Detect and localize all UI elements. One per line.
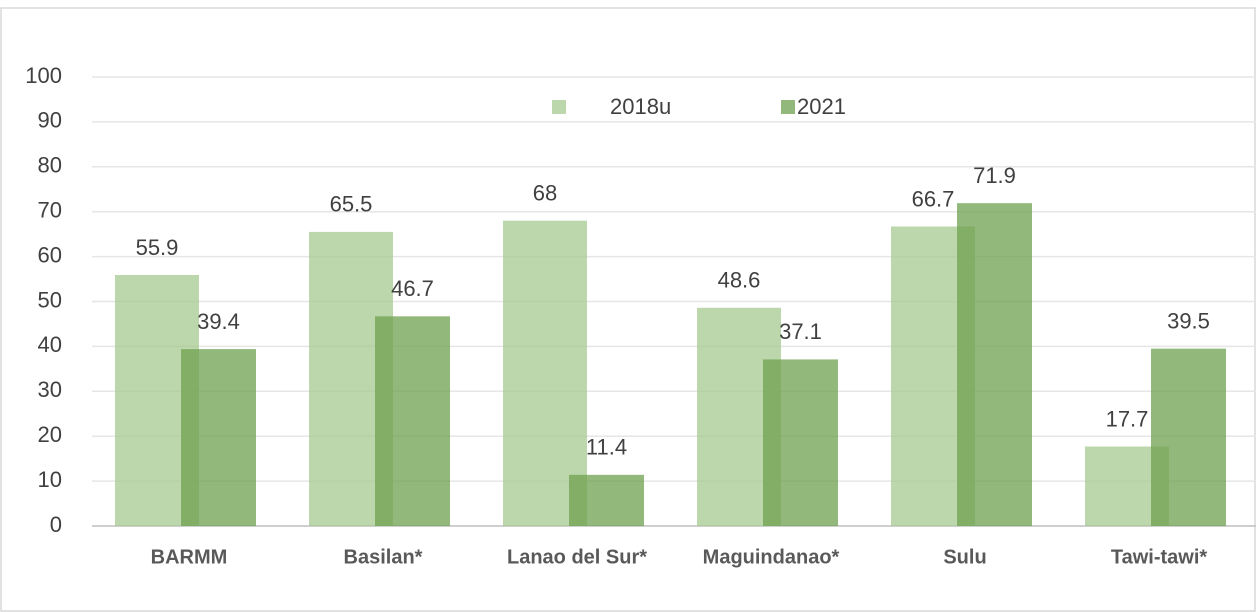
x-tick-label: Lanao del Sur*: [507, 546, 647, 568]
bar: [181, 349, 256, 526]
data-label: 37.1: [779, 319, 822, 344]
y-tick-label: 70: [38, 198, 62, 223]
data-label: 48.6: [718, 268, 761, 293]
legend-label: 2018u: [610, 94, 671, 119]
y-tick-label: 20: [38, 422, 62, 447]
y-tick-label: 60: [38, 242, 62, 267]
data-label: 65.5: [330, 192, 373, 217]
x-tick-label: BARMM: [151, 546, 228, 568]
legend-swatch: [781, 100, 795, 114]
legend-label: 2021: [797, 94, 846, 119]
bar: [1151, 348, 1226, 526]
x-tick-label: Tawi-tawi*: [1111, 546, 1208, 568]
bar: [957, 203, 1032, 526]
data-label: 39.4: [197, 309, 240, 334]
y-tick-label: 40: [38, 332, 62, 357]
bar: [763, 359, 838, 526]
bar: [375, 316, 450, 526]
legend-swatch: [552, 100, 566, 114]
data-label: 68: [533, 180, 557, 205]
y-tick-label: 10: [38, 467, 62, 492]
data-label: 17.7: [1106, 406, 1149, 431]
y-tick-label: 0: [50, 512, 62, 537]
x-tick-label: Maguindanao*: [703, 546, 840, 568]
x-tick-label: Basilan*: [344, 546, 423, 568]
data-label: 39.5: [1167, 308, 1210, 333]
x-tick-label: Sulu: [943, 546, 986, 568]
y-tick-label: 80: [38, 153, 62, 178]
data-label: 66.7: [912, 186, 955, 211]
data-label: 11.4: [586, 435, 627, 460]
data-label: 46.7: [391, 276, 434, 301]
y-tick-label: 50: [38, 287, 62, 312]
y-tick-label: 90: [38, 108, 62, 133]
bar: [569, 474, 644, 526]
data-label: 71.9: [973, 163, 1016, 188]
y-tick-label: 30: [38, 377, 62, 402]
data-label: 55.9: [136, 235, 179, 260]
y-tick-label: 100: [25, 63, 62, 88]
